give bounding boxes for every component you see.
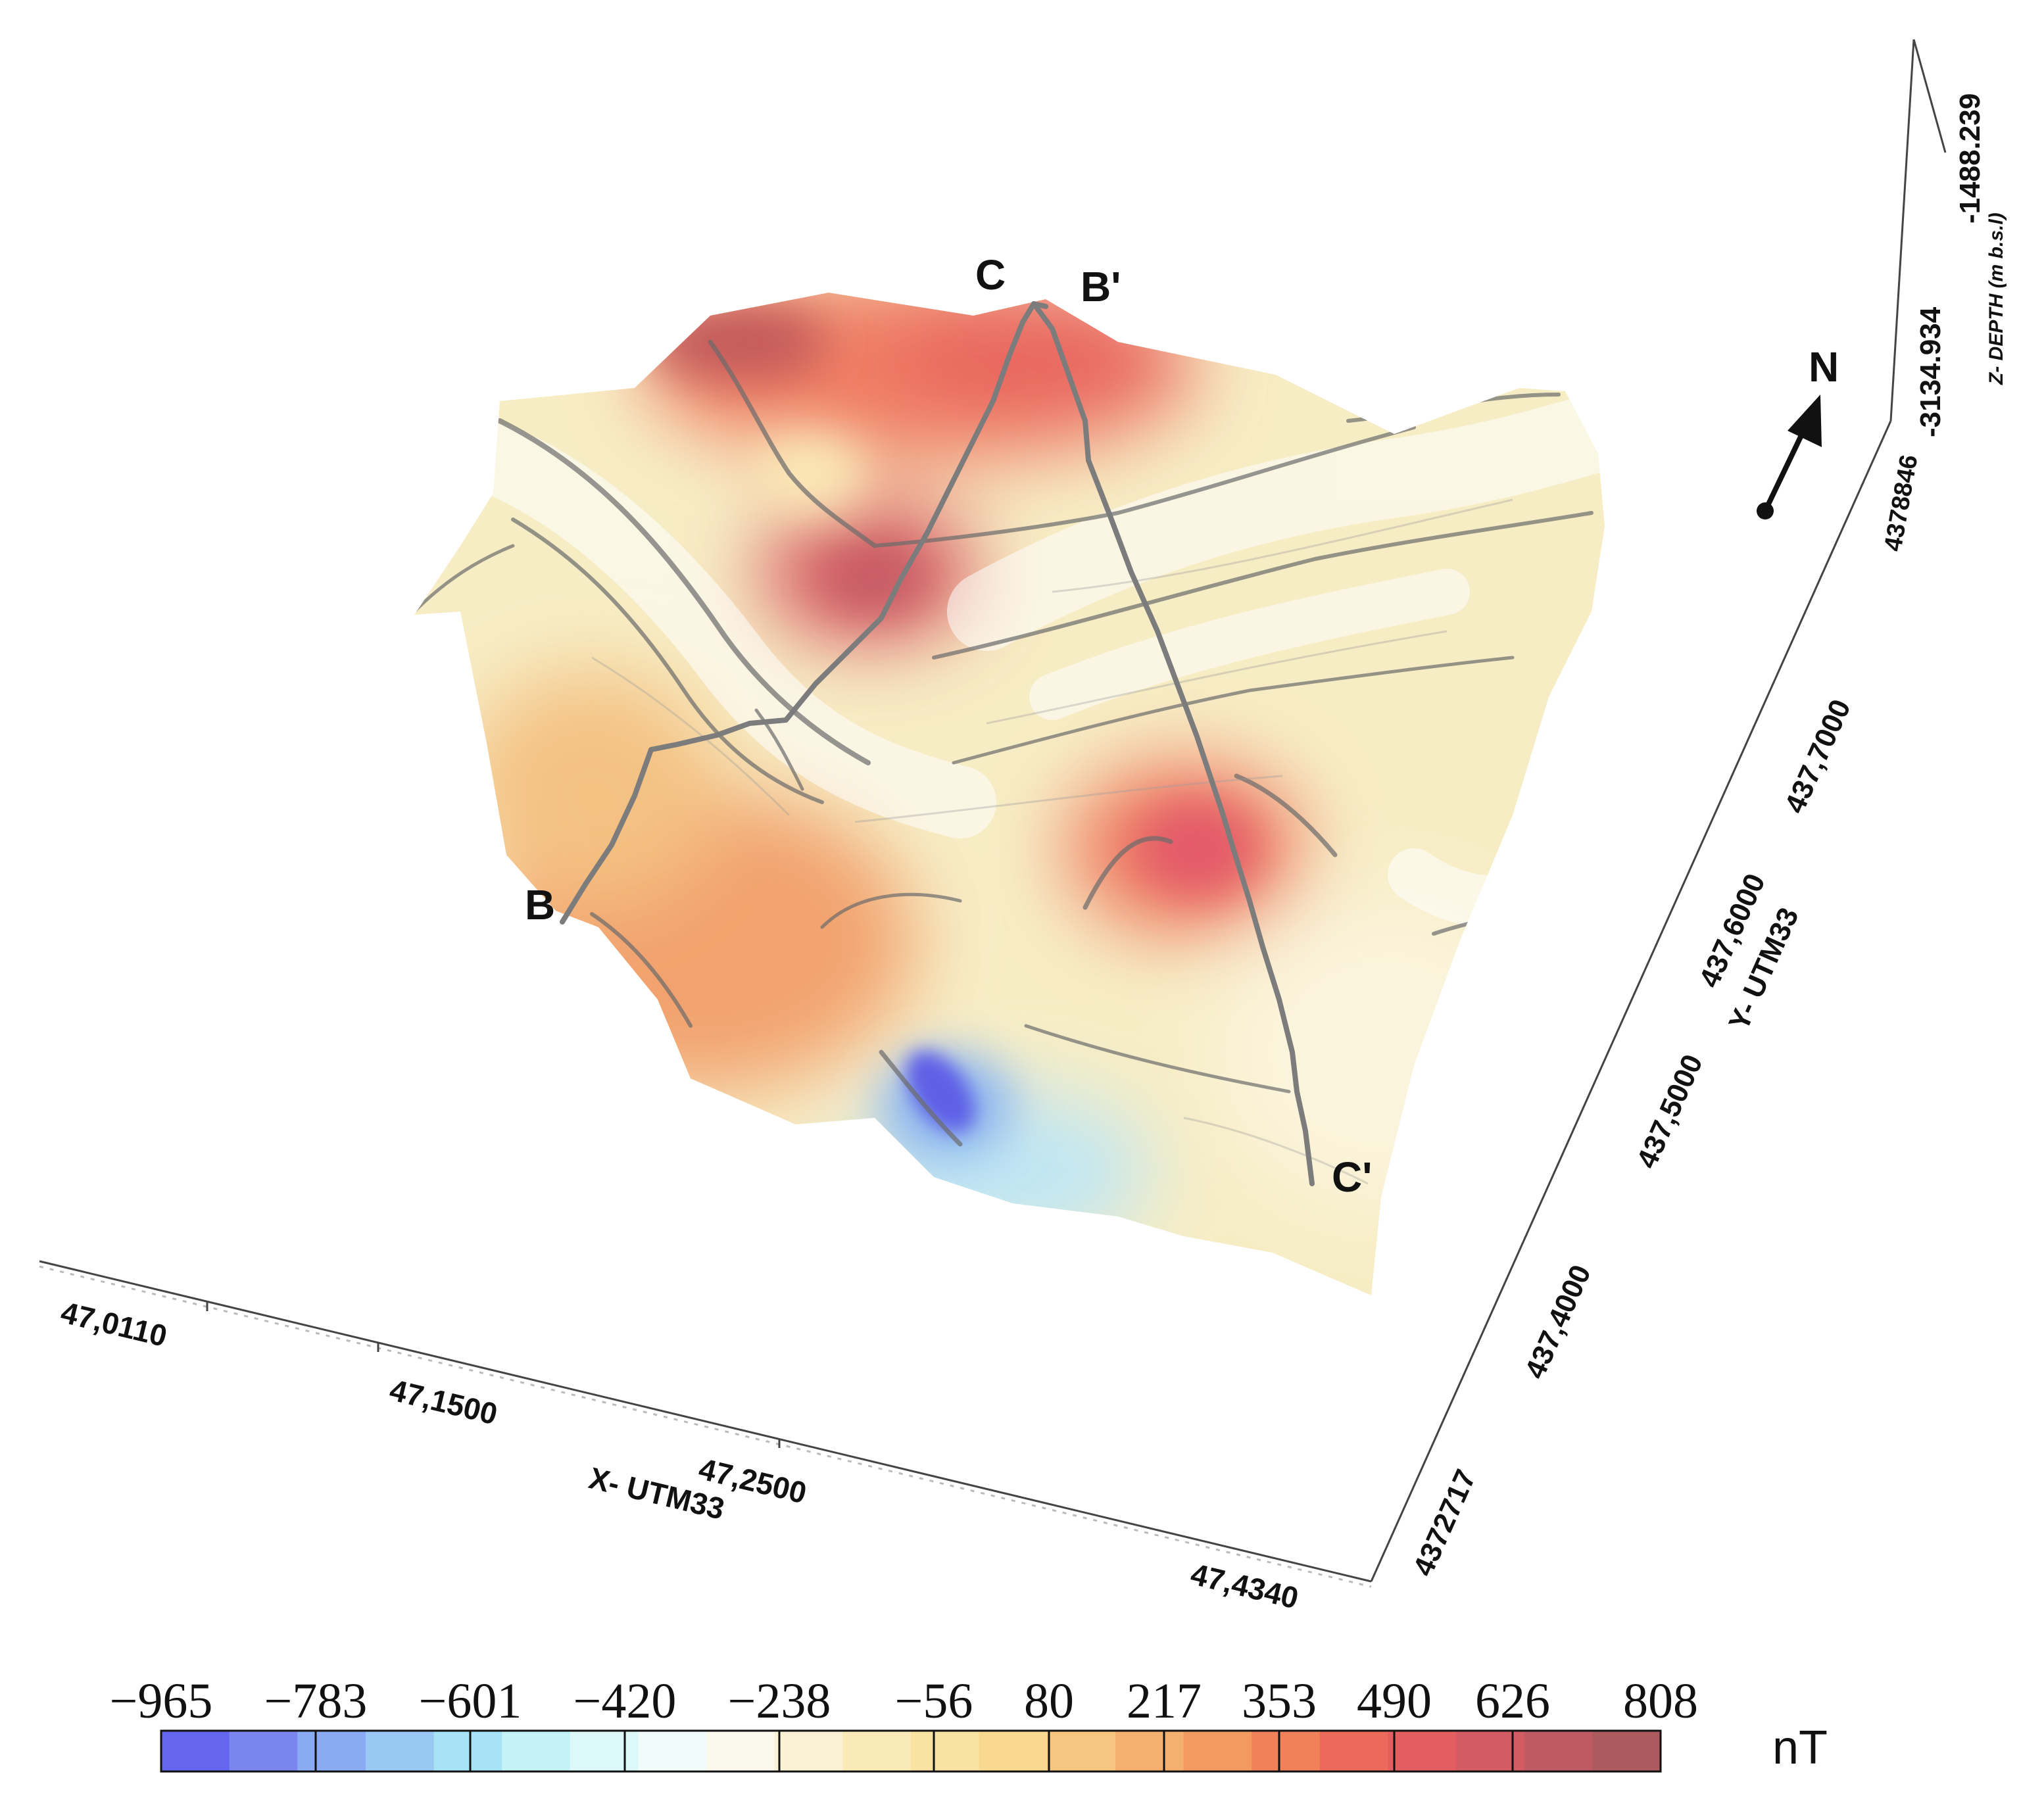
colorbar-labels: −965 −783 −601 −420 −238 −56 80 217 353 490 626 808 bbox=[110, 1674, 1698, 1729]
profile-label-b: B bbox=[525, 881, 555, 928]
colorbar-swatch bbox=[1592, 1731, 1661, 1771]
colorbar-tick-label: 626 bbox=[1475, 1674, 1550, 1729]
z-axis-tick-label: -1488.239 bbox=[1954, 93, 1986, 224]
colorbar-swatch bbox=[1524, 1731, 1593, 1771]
colorbar-swatch bbox=[433, 1731, 502, 1771]
colorbar-swatch bbox=[1183, 1731, 1252, 1771]
x-axis-tick-label: 47,1500 bbox=[387, 1372, 501, 1431]
z-axis: -1488.239 -3134.934 Z- DEPTH (m b.s.l) bbox=[1914, 93, 2007, 437]
profile-label-c-prime: C' bbox=[1332, 1153, 1372, 1201]
colorbar-tick-label: −783 bbox=[264, 1674, 368, 1729]
y-axis-tick-label: 437,4000 bbox=[1519, 1260, 1597, 1384]
colorbar-swatch bbox=[297, 1731, 366, 1771]
colorbar-swatch bbox=[1388, 1731, 1457, 1771]
colorbar-tick-label: −601 bbox=[419, 1674, 522, 1729]
colorbar-swatch bbox=[842, 1731, 912, 1771]
colorbar-tick-label: 808 bbox=[1623, 1674, 1698, 1729]
north-arrow: N bbox=[1757, 343, 1839, 519]
colorbar-swatch bbox=[161, 1731, 230, 1771]
profile-lines bbox=[560, 301, 1315, 1186]
colorbar-swatch bbox=[1456, 1731, 1525, 1771]
profile-line-b-b-prime bbox=[560, 301, 1048, 925]
x-axis-tick-label: 47,4340 bbox=[1188, 1556, 1302, 1615]
north-arrow-head bbox=[1788, 395, 1822, 447]
colorbar-tick-label: −965 bbox=[110, 1674, 213, 1729]
colorbar-tick-label: −238 bbox=[728, 1674, 831, 1729]
axis-frame bbox=[39, 39, 1947, 1588]
colorbar-swatch bbox=[1319, 1731, 1389, 1771]
colorbar-unit: nT bbox=[1772, 1722, 1828, 1774]
y-axis-tick-label: 437,5000 bbox=[1630, 1049, 1709, 1173]
x-axis-tick-label: 47,0110 bbox=[58, 1295, 170, 1353]
colorbar-tick-label: 353 bbox=[1242, 1674, 1317, 1729]
colorbar-swatch bbox=[365, 1731, 435, 1771]
z-axis-title: Z- DEPTH (m b.s.l) bbox=[1985, 212, 2007, 385]
x-axis: 47,0110 47,1500 47,2500 47,4340 X- UTM33 bbox=[58, 1295, 1302, 1615]
colorbar-frame bbox=[160, 1729, 1662, 1773]
colorbar-swatch bbox=[774, 1731, 843, 1771]
terrain-surface bbox=[414, 293, 1605, 1295]
z-axis-tick-label: -3134.934 bbox=[1914, 306, 1947, 437]
north-arrow-shaft bbox=[1763, 433, 1805, 512]
colorbar-dividers bbox=[314, 1731, 1514, 1771]
colorbar-swatch bbox=[502, 1731, 571, 1771]
profile-line-c-c-prime bbox=[1031, 301, 1315, 1186]
colorbar-swatch bbox=[1115, 1731, 1184, 1771]
colorbar-tick-label: −420 bbox=[573, 1674, 677, 1729]
colorbar-swatch bbox=[979, 1731, 1048, 1771]
colorbar-tick-label: −56 bbox=[895, 1674, 973, 1729]
colorbar bbox=[161, 1731, 1661, 1771]
north-label: N bbox=[1809, 343, 1839, 391]
y-axis-tick-label: 4378846 bbox=[1880, 453, 1924, 554]
colorbar-swatch bbox=[638, 1731, 707, 1771]
colorbar-swatch bbox=[706, 1731, 775, 1771]
profile-label-b-prime: B' bbox=[1081, 263, 1121, 310]
y-axis-tick-label: 437,7000 bbox=[1778, 694, 1857, 818]
colorbar-tick-label: 217 bbox=[1127, 1674, 1202, 1729]
colorbar-tick-label: 80 bbox=[1024, 1674, 1074, 1729]
colorbar-swatch bbox=[1047, 1731, 1116, 1771]
colorbar-tick-label: 490 bbox=[1357, 1674, 1432, 1729]
colorbar-swatch bbox=[911, 1731, 980, 1771]
profile-label-c: C bbox=[975, 251, 1006, 299]
y-axis-tick-label: 4372717 bbox=[1407, 1465, 1482, 1581]
colorbar-swatch bbox=[570, 1731, 639, 1771]
colorbar-swatch bbox=[1252, 1731, 1321, 1771]
colorbar-swatch bbox=[229, 1731, 298, 1771]
